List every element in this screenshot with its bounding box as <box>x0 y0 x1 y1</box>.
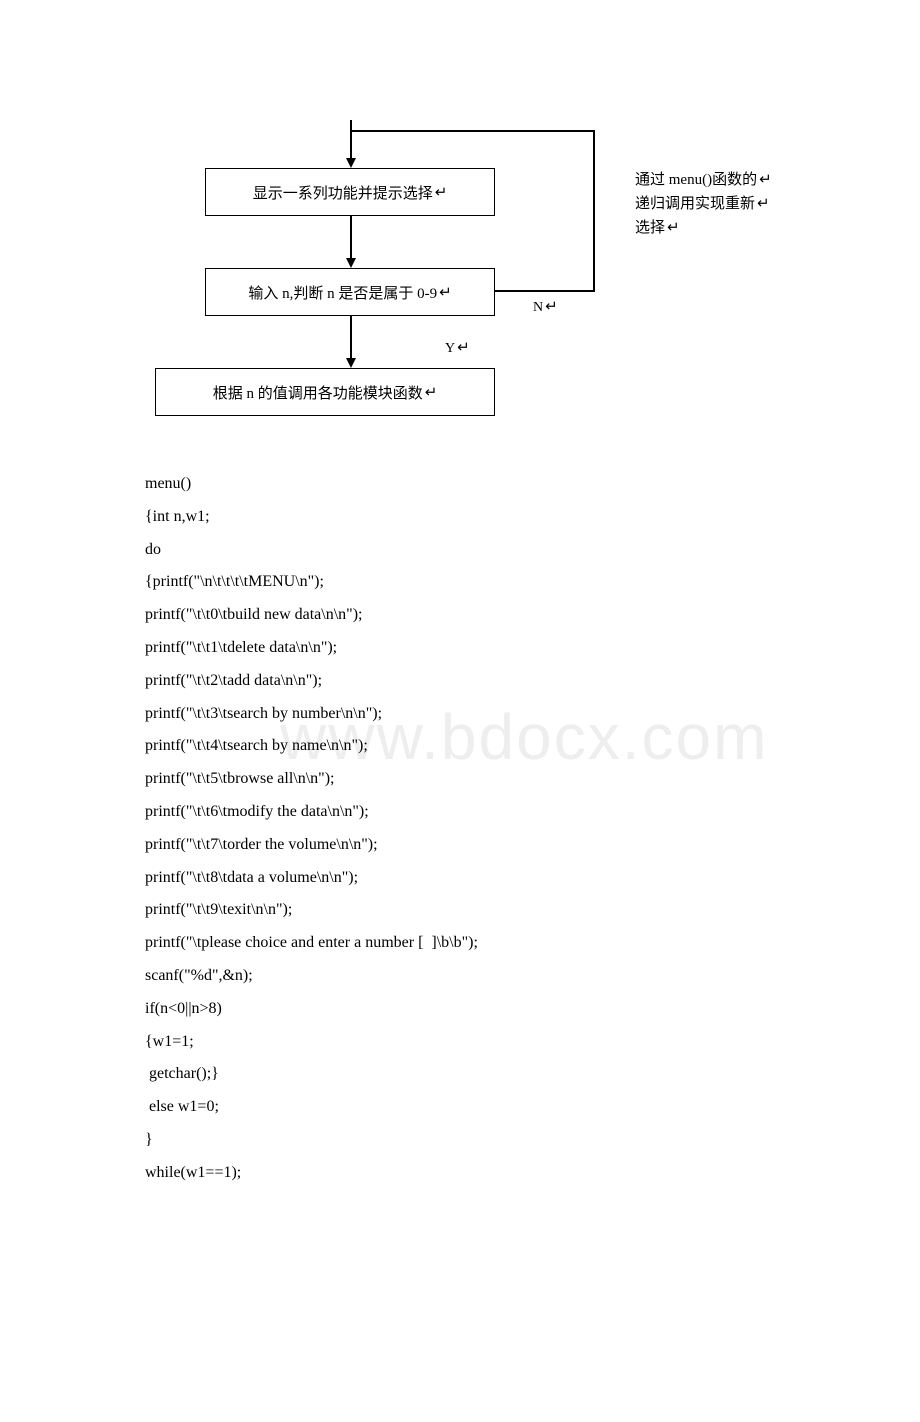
code-line: printf("\t\t5\tbrowse all\n\n"); <box>145 763 920 796</box>
label-yes: Y↵ <box>445 338 470 357</box>
code-line: {int n,w1; <box>145 501 920 534</box>
box-text: 显示一系列功能并提示选择 <box>253 182 433 203</box>
code-line: printf("\tplease choice and enter a numb… <box>145 927 920 960</box>
side-note-line: 选择 <box>635 220 665 236</box>
return-symbol: ↵ <box>435 183 448 202</box>
code-line: else w1=0; <box>145 1091 920 1124</box>
arrow-head <box>346 358 356 368</box>
code-line: getchar();} <box>145 1058 920 1091</box>
code-line: printf("\t\t3\tsearch by number\n\n"); <box>145 698 920 731</box>
box-text: 根据 n 的值调用各功能模块函数 <box>213 382 423 403</box>
arrow-vertical <box>350 316 352 360</box>
flowchart-box-input: 输入 n,判断 n 是否是属于 0-9↵ <box>205 268 495 316</box>
return-symbol: ↵ <box>425 383 438 402</box>
flowchart-diagram: 显示一系列功能并提示选择↵ 输入 n,判断 n 是否是属于 0-9↵ 根据 n … <box>145 120 920 450</box>
code-line: scanf("%d",&n); <box>145 960 920 993</box>
box-text: 输入 n,判断 n 是否是属于 0-9 <box>248 282 437 303</box>
arrow-vertical <box>350 120 352 160</box>
code-line: printf("\t\t7\torder the volume\n\n"); <box>145 829 920 862</box>
feedback-line-right <box>593 130 595 292</box>
return-symbol: ↵ <box>439 283 452 302</box>
code-line: } <box>145 1124 920 1157</box>
code-line: printf("\t\t0\tbuild new data\n\n"); <box>145 599 920 632</box>
arrow-head <box>346 158 356 168</box>
code-line: printf("\t\t4\tsearch by name\n\n"); <box>145 730 920 763</box>
arrow-vertical <box>350 216 352 260</box>
flowchart-box-display: 显示一系列功能并提示选择↵ <box>205 168 495 216</box>
side-note-line: 递归调用实现重新 <box>635 196 755 212</box>
side-note-line: 通过 menu()函数的 <box>635 172 757 188</box>
code-line: printf("\t\t9\texit\n\n"); <box>145 894 920 927</box>
code-line: printf("\t\t1\tdelete data\n\n"); <box>145 632 920 665</box>
arrow-head <box>346 258 356 268</box>
flowchart-box-call: 根据 n 的值调用各功能模块函数↵ <box>155 368 495 416</box>
feedback-line-bottom <box>495 290 595 292</box>
code-block: menu() {int n,w1; do {printf("\n\t\t\t\t… <box>145 468 920 1190</box>
label-no: N↵ <box>533 297 558 316</box>
code-line: menu() <box>145 468 920 501</box>
code-line: printf("\t\t6\tmodify the data\n\n"); <box>145 796 920 829</box>
code-line: if(n<0||n>8) <box>145 993 920 1026</box>
code-line: do <box>145 534 920 567</box>
code-line: printf("\t\t8\tdata a volume\n\n"); <box>145 862 920 895</box>
code-line: {w1=1; <box>145 1026 920 1059</box>
page-content: 显示一系列功能并提示选择↵ 输入 n,判断 n 是否是属于 0-9↵ 根据 n … <box>0 120 920 1190</box>
code-line: {printf("\n\t\t\t\tMENU\n"); <box>145 566 920 599</box>
flowchart-side-note: 通过 menu()函数的↵ 递归调用实现重新↵ 选择↵ <box>635 168 772 240</box>
feedback-line-top <box>350 130 595 132</box>
code-line: printf("\t\t2\tadd data\n\n"); <box>145 665 920 698</box>
code-line: while(w1==1); <box>145 1157 920 1190</box>
